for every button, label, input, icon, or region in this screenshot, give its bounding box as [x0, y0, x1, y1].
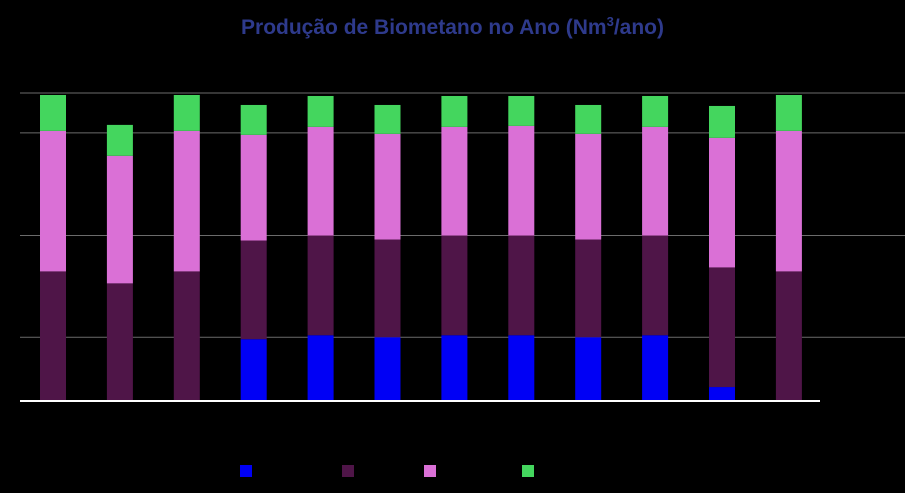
bar-1-series-3	[40, 130, 66, 272]
bar-12-series-4	[775, 94, 802, 131]
bars	[40, 94, 802, 401]
bar-11-series-3	[709, 137, 735, 268]
bar-12-series-3	[775, 130, 802, 272]
chart-title-superscript: 3	[606, 14, 614, 29]
bar-8-series-2	[508, 235, 535, 336]
bar-11-series-1	[709, 387, 735, 401]
bar-6-series-2	[374, 239, 401, 338]
bar-10-series-1	[642, 335, 669, 401]
bar-9-series-1	[575, 337, 602, 401]
bar-9-series-3	[575, 133, 602, 240]
legend-swatch-4	[522, 465, 534, 477]
bar-4-series-1	[240, 339, 267, 401]
legend-item-2	[342, 465, 354, 477]
bar-3-series-2	[173, 271, 200, 401]
legend-swatch-1	[240, 465, 252, 477]
bar-9-series-4	[575, 104, 602, 134]
bar-2-series-3	[106, 155, 133, 284]
bar-7-series-4	[441, 95, 468, 127]
legend-item-3	[424, 465, 436, 477]
bar-10-series-3	[642, 126, 669, 236]
bar-2-series-4	[106, 124, 133, 156]
bar-6-series-4	[374, 104, 401, 134]
chart-title-main: Produção de Biometano no Ano (Nm	[241, 16, 607, 39]
bar-10-series-2	[642, 235, 669, 336]
bar-7-series-1	[441, 335, 468, 401]
bar-5-series-2	[307, 235, 334, 336]
bar-5-series-4	[307, 95, 334, 127]
chart-title: Produção de Biometano no Ano (Nm3/ano)	[0, 14, 905, 40]
chart-title-tail: /ano)	[613, 16, 664, 39]
bar-4-series-3	[240, 134, 267, 241]
bar-3-series-3	[173, 130, 200, 272]
bar-2-series-2	[106, 283, 133, 401]
legend-swatch-2	[342, 465, 354, 477]
legend-item-1	[240, 465, 252, 477]
bar-5-series-3	[307, 126, 334, 236]
bar-1-series-4	[40, 94, 66, 131]
bar-8-series-1	[508, 335, 535, 401]
bar-9-series-2	[575, 239, 602, 338]
bar-4-series-2	[240, 240, 267, 340]
bar-11-series-2	[709, 267, 735, 388]
bar-6-series-3	[374, 133, 401, 240]
legend-item-4	[522, 465, 534, 477]
bar-8-series-3	[508, 125, 535, 236]
bar-1-series-2	[40, 271, 66, 401]
bar-11-series-4	[709, 105, 735, 138]
bar-7-series-2	[441, 235, 468, 336]
legend-swatch-3	[424, 465, 436, 477]
bar-7-series-3	[441, 126, 468, 236]
bar-12-series-2	[775, 271, 802, 401]
bar-6-series-1	[374, 337, 401, 401]
legend	[0, 465, 905, 485]
bar-5-series-1	[307, 335, 334, 401]
bar-3-series-4	[173, 94, 200, 131]
bar-4-series-4	[240, 104, 267, 135]
bar-8-series-4	[508, 95, 535, 126]
bar-10-series-4	[642, 95, 669, 127]
